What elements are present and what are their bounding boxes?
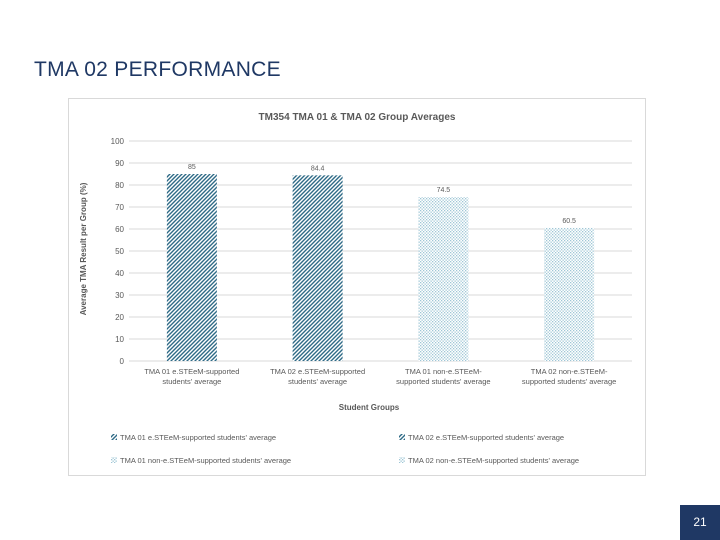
bar bbox=[544, 227, 595, 361]
legend-swatch bbox=[111, 434, 117, 440]
data-label: 60.5 bbox=[562, 218, 576, 225]
legend-entry: TMA 01 non-e.STEeM-supported students' a… bbox=[120, 456, 291, 465]
slide-title: TMA 02 PERFORMANCE bbox=[34, 58, 281, 81]
bars bbox=[166, 174, 595, 361]
y-tick-label: 80 bbox=[115, 181, 124, 190]
x-tick-label: TMA 02 e.STEeM-supported bbox=[270, 367, 365, 376]
chart-frame: TM354 TMA 01 & TMA 02 Group Averages Ave… bbox=[68, 98, 646, 476]
y-tick-label: 40 bbox=[115, 269, 124, 278]
bar bbox=[292, 175, 343, 361]
x-tick-label: TMA 01 non-e.STEeM- bbox=[405, 367, 482, 376]
bar bbox=[166, 174, 217, 361]
page-number-box: 21 bbox=[680, 505, 720, 540]
y-tick-label: 60 bbox=[115, 225, 124, 234]
legend-swatch bbox=[399, 434, 405, 440]
x-tick-label: students' average bbox=[288, 377, 347, 386]
data-label: 74.5 bbox=[437, 187, 451, 194]
chart-title: TM354 TMA 01 & TMA 02 Group Averages bbox=[259, 112, 456, 123]
y-tick-label: 30 bbox=[115, 291, 124, 300]
data-label: 84.4 bbox=[311, 165, 325, 172]
legend-entry: TMA 01 e.STEeM-supported students' avera… bbox=[120, 433, 276, 442]
y-tick-label: 20 bbox=[115, 313, 124, 322]
tick-labels: 0 10 20 30 40 50 60 70 80 90 100 85 TMA 01 e.STEeM-s… bbox=[111, 137, 617, 386]
x-tick-label: TMA 02 non-e.STEeM- bbox=[531, 367, 608, 376]
x-tick-label: supported students' average bbox=[396, 377, 490, 386]
legend-swatch bbox=[399, 457, 405, 463]
bar-chart: TM354 TMA 01 & TMA 02 Group Averages Ave… bbox=[79, 112, 632, 465]
x-tick-label: supported students' average bbox=[522, 377, 616, 386]
y-axis-label: Average TMA Result per Group (%) bbox=[79, 182, 88, 315]
x-tick-label: students' average bbox=[162, 377, 221, 386]
legend-entry: TMA 02 e.STEeM-supported students' avera… bbox=[408, 433, 564, 442]
x-axis-label: Student Groups bbox=[339, 403, 400, 412]
y-tick-label: 90 bbox=[115, 159, 124, 168]
y-tick-label: 70 bbox=[115, 203, 124, 212]
y-tick-label: 50 bbox=[115, 247, 124, 256]
legend-swatch bbox=[111, 457, 117, 463]
y-tick-label: 100 bbox=[111, 137, 125, 146]
y-tick-label: 10 bbox=[115, 335, 124, 344]
data-label: 85 bbox=[188, 164, 196, 171]
legend: TMA 01 e.STEeM-supported students' avera… bbox=[111, 433, 579, 465]
page-number: 21 bbox=[693, 515, 707, 529]
bar bbox=[418, 197, 469, 361]
y-tick-label: 0 bbox=[120, 357, 125, 366]
x-tick-label: TMA 01 e.STEeM-supported bbox=[144, 367, 239, 376]
legend-entry: TMA 02 non-e.STEeM-supported students' a… bbox=[408, 456, 579, 465]
